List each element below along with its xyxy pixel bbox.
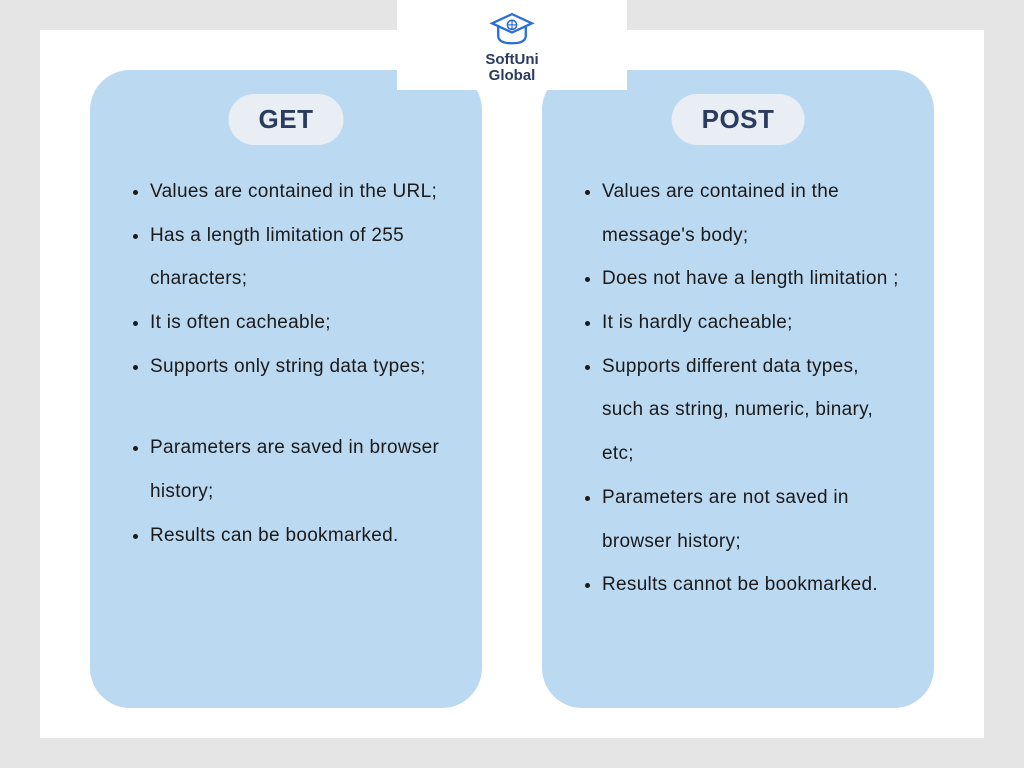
list-item: Values are contained in the message's bo… [602,170,904,257]
logo-text: SoftUni Global [485,52,538,84]
list-item: It is hardly cacheable; [602,301,904,345]
badge-get: GET [229,94,344,145]
list-spacer [150,388,452,426]
page-sheet: GET Values are contained in the URL; Has… [40,30,984,738]
cards-row: GET Values are contained in the URL; Has… [40,30,984,738]
list-item: Results cannot be bookmarked. [602,563,904,607]
logo-notch: SoftUni Global [397,0,627,90]
list-item: Results can be bookmarked. [150,514,452,558]
card-get: GET Values are contained in the URL; Has… [90,70,482,708]
card-post: POST Values are contained in the message… [542,70,934,708]
badge-post: POST [672,94,805,145]
list-post: Values are contained in the message's bo… [578,170,904,607]
list-item: Supports only string data types; [150,345,452,389]
list-item: Has a length limitation of 255 character… [150,214,452,301]
logo-line1: SoftUni [485,52,538,68]
list-item: Does not have a length limitation ; [602,257,904,301]
list-item: It is often cacheable; [150,301,452,345]
list-get: Values are contained in the URL; Has a l… [126,170,452,558]
graduation-cap-icon [489,12,535,50]
list-item: Values are contained in the URL; [150,170,452,214]
logo-line2: Global [485,68,538,84]
list-item: Supports different data types, such as s… [602,345,904,476]
list-item: Parameters are not saved in browser hist… [602,476,904,563]
list-item: Parameters are saved in browser history; [150,426,452,513]
